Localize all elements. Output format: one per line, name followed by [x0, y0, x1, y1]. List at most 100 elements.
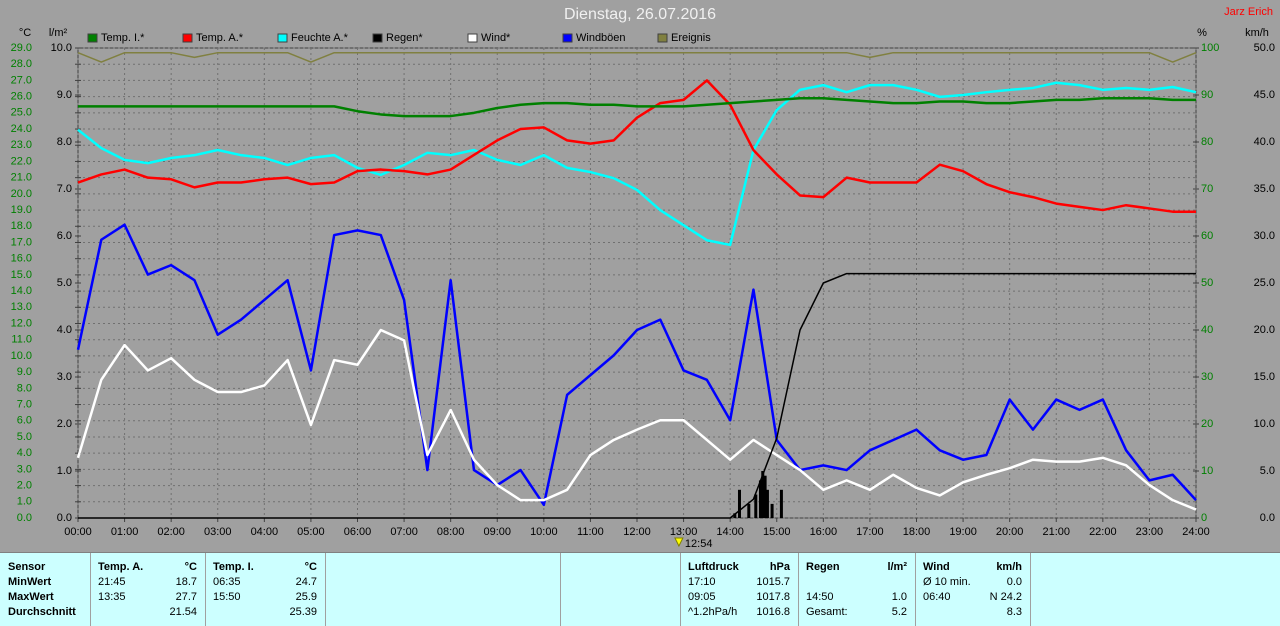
x-tick-label: 07:00	[390, 526, 418, 538]
y-tick-label: 5.0	[57, 277, 72, 289]
y-tick-label: 1.0	[57, 465, 72, 477]
cell-time: 15:50	[213, 591, 241, 603]
cell-value: 18.7	[175, 576, 197, 588]
axis-unit: km/h	[1245, 27, 1269, 39]
group-title: Temp. I.	[213, 561, 254, 573]
table-header: Sensor	[8, 561, 46, 573]
x-tick-label: 18:00	[903, 526, 931, 538]
y-tick-label: 30	[1201, 371, 1213, 383]
y-tick-label: 16.0	[11, 253, 32, 265]
row-label: MinWert	[8, 576, 52, 588]
cell-value: 1015.7	[756, 576, 790, 588]
y-tick-label: 0.0	[1260, 512, 1275, 524]
annotation-marker	[674, 537, 684, 548]
rain-bar	[763, 475, 767, 518]
x-tick-label: 10:00	[530, 526, 558, 538]
legend-label: Ereignis	[671, 32, 711, 44]
stats-panel: Sensor MinWert MaxWert Durchschnitt Temp. A.…	[0, 552, 1280, 626]
y-tick-label: 1.0	[17, 496, 32, 508]
cell-value: 0.0	[1006, 576, 1022, 588]
y-tick-label: 28.0	[11, 58, 32, 70]
y-tick-label: 19.0	[11, 204, 32, 216]
y-tick-label: 70	[1201, 183, 1213, 195]
y-tick-label: 0.0	[17, 512, 32, 524]
cell-value: 1017.8	[756, 591, 790, 603]
y-tick-label: 50.0	[1254, 42, 1275, 54]
cell-time: 21:45	[98, 576, 126, 588]
cell-value: 1.0	[891, 591, 907, 603]
y-tick-label: 2.0	[17, 479, 32, 491]
cell-time: Ø 10 min.	[923, 576, 971, 588]
y-tick-label: 6.0	[57, 230, 72, 242]
rain-bar	[758, 480, 762, 518]
x-tick-label: 03:00	[204, 526, 232, 538]
chart: Dienstag, 26.07.2016 Jarz Erich °C 0.0 1.0…	[11, 6, 1275, 550]
rain-bar	[770, 503, 774, 518]
legend-swatch	[372, 33, 383, 43]
rain-bar	[765, 489, 769, 518]
y-tick-label: 15.0	[1254, 371, 1275, 383]
x-tick-label: 05:00	[297, 526, 325, 538]
x-tick-label: 16:00	[810, 526, 838, 538]
y-tick-label: 26.0	[11, 91, 32, 103]
x-tick-label: 02:00	[157, 526, 185, 538]
column-divider	[90, 553, 91, 626]
y-tick-label: 10	[1201, 465, 1213, 477]
y-tick-label: 25.0	[11, 107, 32, 119]
legend-label: Temp. I.*	[101, 32, 145, 44]
y-tick-label: 21.0	[11, 172, 32, 184]
rain-bar	[737, 489, 741, 518]
y-tick-label: 0.0	[57, 512, 72, 524]
y-tick-label: 10.0	[1254, 418, 1275, 430]
y-tick-label: 5.0	[1260, 465, 1275, 477]
legend-swatch	[87, 33, 98, 43]
y-tick-label: 3.0	[57, 371, 72, 383]
x-tick-label: 22:00	[1089, 526, 1117, 538]
rain-bar	[733, 513, 737, 518]
group-unit: hPa	[769, 561, 790, 573]
column-divider	[798, 553, 799, 626]
axis-unit: %	[1197, 27, 1207, 39]
x-tick-label: 01:00	[111, 526, 139, 538]
series-line	[78, 96, 1196, 118]
x-tick-label: 21:00	[1042, 526, 1070, 538]
y-tick-label: 11.0	[11, 334, 32, 346]
y-tick-label: 100	[1201, 42, 1219, 54]
axis-unit: °C	[19, 27, 31, 39]
y-tick-label: 45.0	[1254, 89, 1275, 101]
cell-time: 06:40	[923, 591, 951, 603]
cell-time: 17:10	[688, 576, 716, 588]
y-tick-label: 20.0	[11, 188, 32, 200]
x-tick-label: 08:00	[437, 526, 465, 538]
y-tick-label: 60	[1201, 230, 1213, 242]
y-tick-label: 80	[1201, 136, 1213, 148]
row-label: MaxWert	[8, 591, 54, 603]
group-title: Regen	[806, 561, 840, 573]
y-tick-label: 2.0	[57, 418, 72, 430]
column-divider	[1030, 553, 1031, 626]
x-tick-label: 11:00	[577, 526, 604, 538]
series-line	[76, 223, 1197, 507]
rain-bar	[747, 503, 751, 518]
cell-time: 09:05	[688, 591, 716, 603]
cell-time: 13:35	[98, 591, 126, 603]
cell-value: 8.3	[1006, 606, 1022, 618]
y-tick-label: 4.0	[57, 324, 72, 336]
group-unit: l/m²	[887, 561, 907, 573]
group-title: Luftdruck	[688, 561, 739, 573]
legend-label: Windböen	[576, 32, 626, 44]
x-tick-label: 20:00	[996, 526, 1024, 538]
annotation: 12:54	[685, 538, 713, 550]
y-tick-label: 22.0	[11, 155, 32, 167]
y-tick-label: 90	[1201, 89, 1213, 101]
y-tick-label: 15.0	[11, 269, 32, 281]
cell-value: 25.9	[295, 591, 317, 603]
column-divider	[560, 553, 561, 626]
group-title: Temp. A.	[98, 561, 144, 573]
cell-time: 14:50	[806, 591, 834, 603]
series-line	[76, 328, 1197, 511]
y-tick-label: 35.0	[1254, 183, 1275, 195]
y-tick-label: 30.0	[1254, 230, 1275, 242]
cell-value: 5.2	[891, 606, 907, 618]
